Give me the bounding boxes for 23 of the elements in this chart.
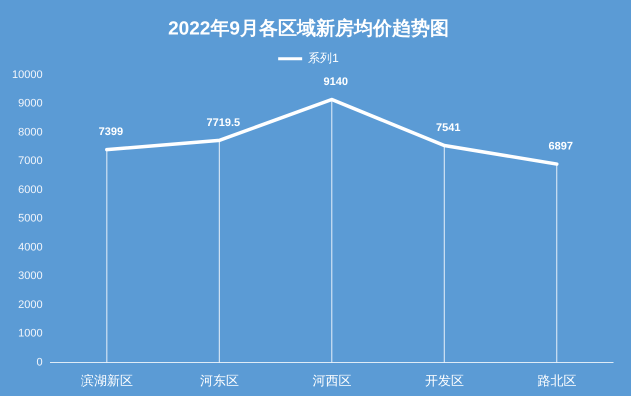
y-tick-label: 8000 [18, 126, 43, 138]
x-tick-label: 河东区 [200, 372, 239, 388]
y-tick-label: 9000 [18, 98, 43, 110]
y-tick-label: 2000 [18, 298, 43, 311]
x-tick-label: 开发区 [424, 372, 464, 388]
y-tick-label: 7000 [18, 155, 43, 168]
data-label: 7541 [436, 122, 461, 134]
data-label: 9140 [324, 76, 348, 88]
x-tick-label: 滨湖新区 [80, 372, 133, 388]
y-tick-label: 10000 [12, 68, 43, 81]
data-label: 6897 [548, 140, 573, 153]
x-tick-label: 河西区 [312, 372, 352, 388]
y-tick-label: 3000 [18, 270, 43, 282]
data-label: 7719.5 [206, 116, 240, 129]
y-tick-label: 1000 [18, 328, 43, 340]
x-tick-label: 路北区 [537, 372, 576, 388]
chart-title: 2022年9月各区域新房均价趋势图 [168, 18, 449, 40]
legend-label: 系列1 [308, 51, 340, 66]
data-label: 7399 [98, 126, 124, 138]
y-tick-label: 5000 [18, 212, 43, 225]
y-tick-label: 6000 [18, 184, 43, 196]
y-tick-label: 0 [36, 356, 43, 368]
y-tick-label: 4000 [18, 241, 43, 254]
